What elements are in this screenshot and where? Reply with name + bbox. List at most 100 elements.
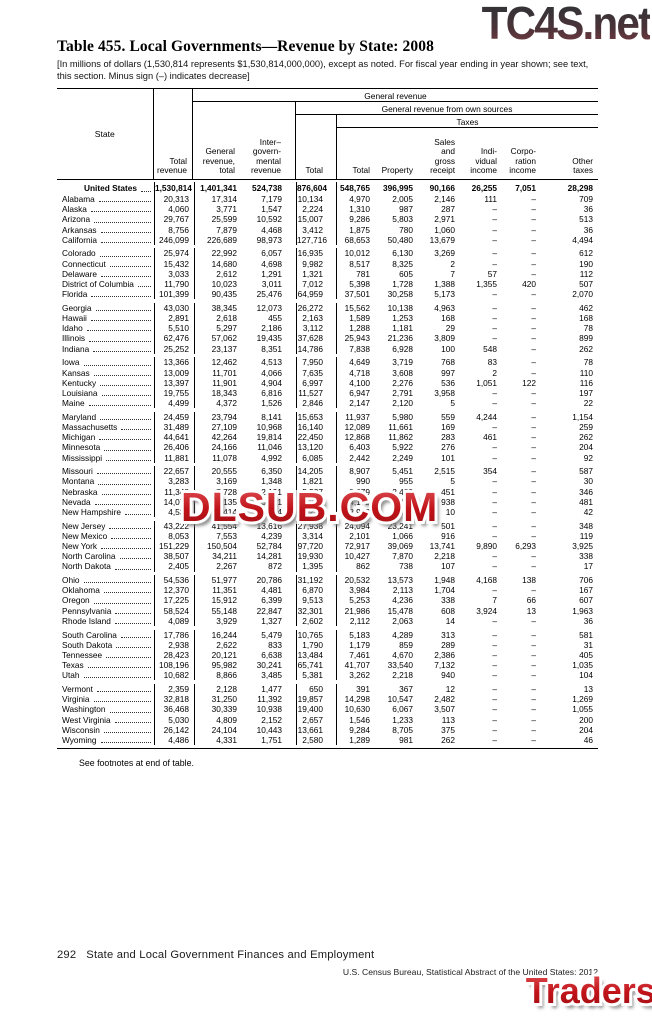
cell-other-taxes: 607 [579,595,593,606]
cell-sales-gross-receipt: 100 [441,343,455,354]
cell-total-revenue: 10,682 [155,670,195,681]
dot-leader [104,442,151,451]
cell-total-revenue: 17,225 [155,595,195,606]
cell-taxes-total: 2,147 [349,398,370,409]
state-label: Arizona [62,214,91,225]
cell-total-revenue: 4,060 [155,204,195,215]
state-name: Oklahoma [57,585,155,596]
state-label: Massachusetts [62,421,118,432]
cell-corporation-income: – [531,398,536,409]
cell-property: 15,478 [387,605,413,616]
table-row: Texas 108,196 95,982 30,241 65,741 41,707 33,5… [57,660,598,671]
dot-leader [93,595,151,604]
cell-general-revenue-total: 4,372 [216,398,237,409]
cell-other-taxes: 112 [579,268,593,279]
table-note: [In millions of dollars (1,530,814 repre… [57,59,589,81]
cell-intergovernmental-revenue: 6,638 [250,649,297,661]
cell-other-taxes: 4,494 [572,234,593,245]
cell-own-sources-total: 10,134 [297,194,337,205]
table-row: Rhode Island 4,089 3,929 1,327 2,602 2,112 2,0… [57,615,598,626]
cell-taxes-total: 9,286 [349,214,370,225]
cell-other-taxes: 513 [579,214,593,225]
cell-total-revenue: 108,196 [155,660,195,671]
cell-total-revenue: 11,881 [155,452,195,463]
cell-property: 1,728 [392,279,413,289]
cell-general-revenue-total: 16,244 [211,629,237,640]
cell-sales-gross-receipt: 338 [441,595,455,606]
dot-leader [114,561,151,570]
cell-own-sources-total: 14,205 [297,466,337,477]
cell-intergovernmental-revenue: 1,348 [250,476,297,487]
cell-other-taxes: 78 [583,357,593,368]
cell-sales-gross-receipt: 113 [441,714,455,725]
cell-total-revenue: 8,053 [155,530,195,541]
state-name: Iowa [57,357,155,368]
cell-property: 3,719 [392,357,413,368]
cell-property: 738 [399,561,413,572]
cell-own-sources-total: 6,085 [297,452,337,463]
cell-sales-gross-receipt: 1,948 [434,575,455,586]
cell-individual-income: – [492,670,497,681]
cell-individual-income: 9,890 [476,541,497,551]
cell-corporation-income: – [531,333,536,344]
cell-other-taxes: 262 [579,432,593,443]
cell-sales-gross-receipt: 559 [441,411,455,422]
table-row: Connecticut 15,432 14,680 4,698 9,982 8,517 8,… [57,258,598,269]
cell-own-sources-total: 6,870 [297,585,337,596]
cell-corporation-income: – [531,367,536,378]
cell-taxes-total: 12,089 [344,421,370,432]
cell-corporation-income: – [531,248,536,259]
cell-intergovernmental-revenue: 14,281 [250,551,297,562]
state-name: Nebraska [57,486,155,497]
state-name: Wyoming [57,734,155,746]
cell-other-taxes: 168 [579,313,593,324]
cell-general-revenue-total: 51,977 [211,575,237,586]
table-row: Nebraska 11,3487,7282,1915,5373,2792,483 4… [57,486,598,497]
cell-intergovernmental-revenue: 1,526 [250,398,297,409]
cell-total-revenue: 62,476 [155,333,195,344]
state-name: Illinois [57,333,155,344]
state-name: Alabama [57,194,155,205]
cell-total-revenue: 20,313 [155,194,195,205]
state-label: California [62,234,98,245]
cell-taxes-total: 3,984 [349,585,370,596]
table-row: South Dakota 2,938 2,622 833 1,790 1,179 859 28… [57,639,598,650]
state-name: Montana [57,476,155,487]
state-name: Mississippi [57,452,155,463]
table-row: District of Columbia 11,790 10,023 3,011 7,0… [57,279,598,290]
cell-general-revenue-total: 57,062 [211,333,237,344]
cell-own-sources-total: 3,112 [297,323,337,334]
cell-own-sources-total: 10,765 [297,629,337,640]
cell-general-revenue-total: 25,599 [211,214,237,225]
cell-total-revenue: 246,099 [155,234,195,245]
cell-property: 5,980 [392,411,413,422]
cell-intergovernmental-revenue: 4,066 [250,367,297,378]
cell-sales-gross-receipt: 501 [441,520,455,531]
group-header-own-sources: General revenue from own sources [296,102,598,115]
cell-own-sources-total: 2,163 [297,313,337,324]
cell-other-taxes: 36 [583,224,593,235]
table-body: United States 1,530,814 1,401,341 524,738 87… [57,180,598,750]
cell-taxes-total: 37,501 [344,289,370,300]
cell-intergovernmental-revenue: 25,476 [250,289,297,300]
cell-property: 13,573 [387,575,413,586]
table-row: Mississippi 11,881 11,078 4,992 6,085 2,442 2,… [57,452,598,463]
state-label: Montana [62,476,95,487]
cell-intergovernmental-revenue: 872 [250,561,297,572]
cell-total-revenue: 13,366 [155,357,195,368]
cell-taxes-total: 10,630 [344,704,370,715]
dot-leader [115,606,151,614]
cell-taxes-total: 25,943 [344,333,370,344]
cell-individual-income: – [492,704,497,715]
cell-sales-gross-receipt: 5,173 [434,289,455,300]
column-header-total-revenue: Total revenue [154,89,193,179]
cell-taxes-total: 548,765 [340,183,370,193]
cell-intergovernmental-revenue: 10,938 [250,704,297,715]
dot-leader [101,541,151,550]
cell-property: 11,862 [388,432,413,443]
table-row: Nevada 14,07112,1355,2516,8844,1723,204 93… [57,496,598,507]
table-row: Kansas 13,009 11,701 4,066 7,635 4,718 3,608 99… [57,367,598,378]
dot-leader [96,684,151,693]
dot-leader [90,313,151,322]
cell-own-sources-total: 19,400 [297,704,337,715]
